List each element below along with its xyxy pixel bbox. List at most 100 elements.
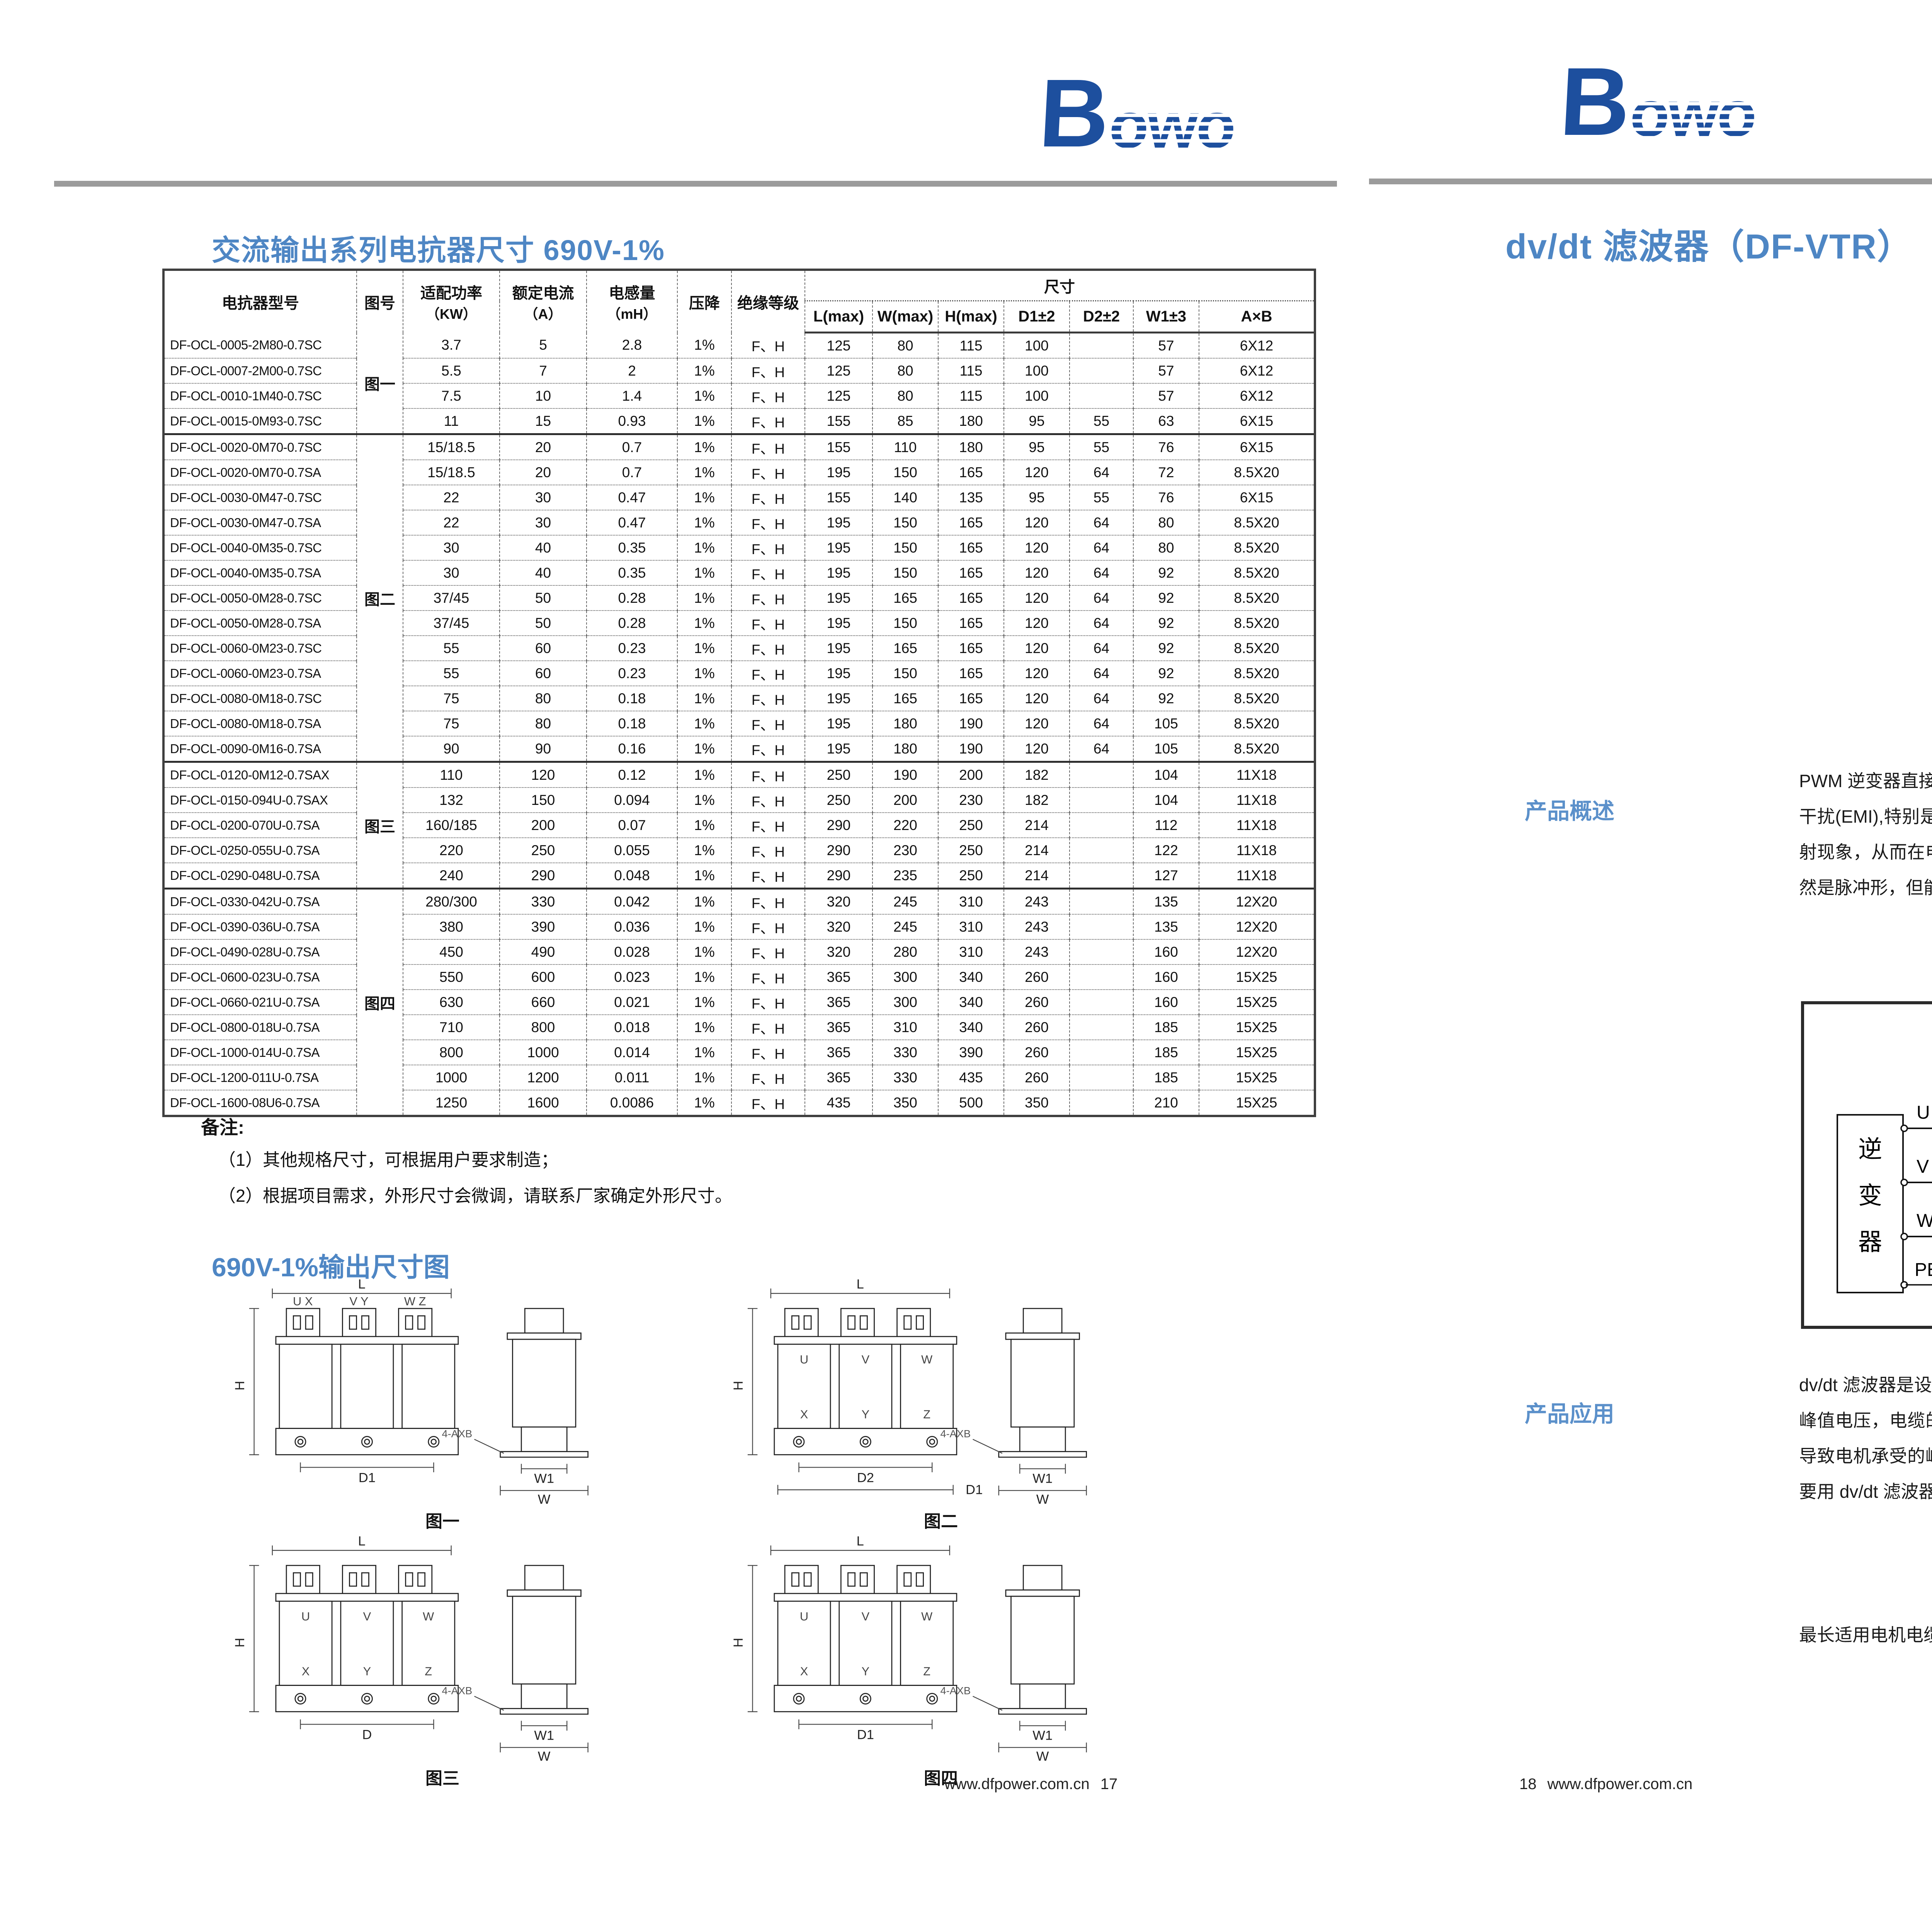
table-cell: F、H	[731, 434, 805, 460]
table-cell: 340	[938, 964, 1004, 990]
cell-model: DF-OCL-0660-021U-0.7SA	[163, 990, 357, 1015]
table-cell: 1000	[500, 1040, 587, 1065]
input-label-pe: PE	[1915, 1260, 1932, 1280]
svg-text:W1: W1	[1032, 1728, 1053, 1743]
table-cell: 8.5X20	[1199, 611, 1315, 636]
table-cell: 550	[403, 964, 500, 990]
table-cell: 243	[1004, 939, 1070, 965]
table-cell: 1%	[677, 990, 732, 1015]
table-header: 电抗器型号 图号 适配功率 （KW） 额定电流 （A） 电感量 （mH） 压降 …	[163, 270, 1315, 333]
table-cell: F、H	[731, 510, 805, 536]
table-cell: 150	[872, 611, 939, 636]
footer-right: 18 www.dfpower.com.cn	[1514, 1776, 1698, 1793]
table-cell: 0.021	[587, 990, 678, 1015]
table-cell: 15X25	[1199, 1065, 1315, 1090]
table-cell: 185	[1133, 1040, 1199, 1065]
cell-model: DF-OCL-0030-0M47-0.7SA	[163, 510, 357, 536]
table-cell: 92	[1133, 686, 1199, 711]
svg-text:W: W	[1036, 1492, 1049, 1507]
svg-text:Z: Z	[923, 1407, 930, 1421]
cable-length-note: 最长适用电机电缆长度：＜400m。	[1799, 1625, 1932, 1645]
table-cell: 92	[1133, 611, 1199, 636]
table-cell: 260	[1004, 964, 1070, 990]
table-cell: 11	[403, 408, 500, 435]
table-cell: 1250	[403, 1090, 500, 1116]
table-cell: 160/185	[403, 813, 500, 838]
table-cell: F、H	[731, 990, 805, 1015]
table-cell: 112	[1133, 813, 1199, 838]
bowo-logo-b-right: B	[1557, 48, 1633, 155]
table-cell: 1%	[677, 888, 732, 915]
table-cell: 1%	[677, 358, 732, 384]
table-cell: 365	[805, 1040, 873, 1065]
table-cell: 55	[1070, 408, 1134, 435]
table-cell: 15	[500, 408, 587, 435]
table-cell: F、H	[731, 611, 805, 636]
table-cell: 120	[1004, 611, 1070, 636]
svg-text:X: X	[302, 1664, 310, 1678]
svg-text:W Z: W Z	[404, 1294, 426, 1308]
table-cell: 1%	[677, 788, 732, 813]
svg-text:W: W	[921, 1353, 932, 1366]
cell-model: DF-OCL-0150-094U-0.7SAX	[163, 788, 357, 813]
table-cell: 150	[872, 535, 939, 561]
table-cell: 115	[938, 358, 1004, 384]
table-cell: F、H	[731, 762, 805, 788]
table-cell: F、H	[731, 332, 805, 359]
table-cell: 115	[938, 383, 1004, 409]
table-cell: F、H	[731, 1040, 805, 1065]
table-cell: 300	[872, 964, 939, 990]
col-header-current: 额定电流 （A）	[500, 270, 587, 333]
table-cell: 180	[872, 711, 939, 737]
table-cell: 330	[872, 1040, 939, 1065]
table-cell: 230	[872, 838, 939, 863]
table-row: DF-OCL-0150-094U-0.7SAX 132 150 0.094 1% F、H 2…	[163, 788, 1315, 813]
table-cell: 1%	[677, 585, 732, 611]
table-cell: 0.28	[587, 611, 678, 636]
cell-model: DF-OCL-0120-0M12-0.7SAX	[163, 762, 357, 788]
cell-model: DF-OCL-0390-036U-0.7SA	[163, 914, 357, 940]
table-cell: 330	[500, 888, 587, 915]
table-cell: 1%	[677, 736, 732, 763]
table-cell: 500	[938, 1090, 1004, 1116]
table-cell: 95	[1004, 434, 1070, 460]
bowo-logo-owo-right: owo	[1628, 77, 1757, 150]
table-cell: 40	[500, 535, 587, 561]
table-cell: 60	[500, 661, 587, 686]
table-cell: 11X18	[1199, 762, 1315, 788]
table-cell: 140	[872, 485, 939, 510]
table-cell: 195	[805, 686, 873, 711]
table-cell: 7	[500, 358, 587, 384]
col-header-w: W(max)	[872, 301, 939, 333]
table-cell: F、H	[731, 560, 805, 586]
table-cell: 125	[805, 358, 873, 384]
table-cell: 165	[938, 686, 1004, 711]
table-cell: 155	[805, 434, 873, 460]
table-cell: 150	[872, 460, 939, 485]
table-cell: 195	[805, 535, 873, 561]
table-row: DF-OCL-0490-028U-0.7SA 450 490 0.028 1% F、H 32…	[163, 939, 1315, 965]
table-cell: 80	[872, 358, 939, 384]
table-cell	[1070, 838, 1134, 863]
table-cell	[1070, 863, 1134, 890]
table-cell: 1%	[677, 636, 732, 661]
cell-model: DF-OCL-0200-070U-0.7SA	[163, 813, 357, 838]
table-cell: F、H	[731, 1065, 805, 1090]
cell-model: DF-OCL-0015-0M93-0.7SC	[163, 408, 357, 435]
table-cell: 50	[500, 585, 587, 611]
table-row: DF-OCL-0015-0M93-0.7SC 11 15 0.93 1% F、H 155 85…	[163, 408, 1315, 435]
table-cell: F、H	[731, 585, 805, 611]
table-cell: 390	[938, 1040, 1004, 1065]
dimension-diagram-2: L H	[692, 1275, 1190, 1532]
table-cell: 105	[1133, 711, 1199, 737]
table-cell: 165	[938, 510, 1004, 536]
table-cell	[1070, 939, 1134, 965]
table-row: DF-OCL-0390-036U-0.7SA 380 390 0.036 1% F、H 32…	[163, 914, 1315, 940]
table-cell: F、H	[731, 358, 805, 384]
circuit-diagram: Dv/Dt滤波器 逆 变 器	[1801, 1001, 1932, 1329]
svg-text:V Y: V Y	[349, 1294, 368, 1308]
table-cell	[1070, 332, 1134, 359]
table-cell: 125	[805, 332, 873, 359]
table-cell: 185	[1133, 1065, 1199, 1090]
